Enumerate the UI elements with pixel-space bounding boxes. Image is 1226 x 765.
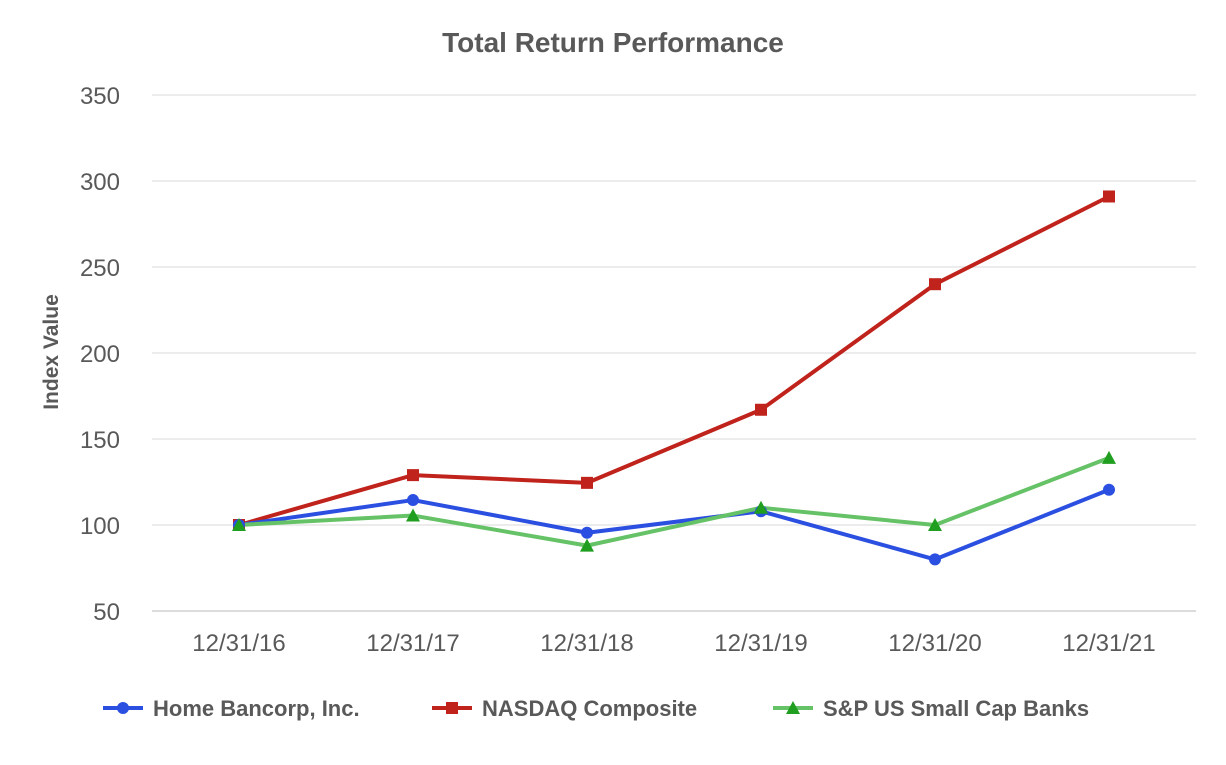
y-axis-ticks: 350 300 250 200 150 100 50: [80, 83, 120, 626]
data-point: [755, 403, 767, 416]
x-tick-label: 12/31/21: [1062, 630, 1155, 657]
series-line: [237, 455, 1111, 548]
x-axis-ticks: 12/31/16 12/31/17 12/31/18 12/31/19 12/31/20…: [192, 630, 1155, 657]
gridlines: [152, 94, 1196, 612]
x-tick-label: 12/31/17: [366, 630, 459, 657]
data-point: [1103, 483, 1115, 496]
series-line: [237, 487, 1111, 562]
x-tick-label: 12/31/19: [714, 630, 807, 657]
data-point: [1102, 450, 1116, 464]
y-tick-label: 150: [80, 427, 120, 454]
data-point: [406, 508, 420, 522]
series-markers: [232, 190, 1116, 566]
legend-marker: [117, 702, 129, 714]
legend-item: NASDAQ Composite: [432, 696, 697, 721]
legend-label: NASDAQ Composite: [482, 696, 697, 721]
data-point: [928, 518, 942, 531]
data-point: [407, 494, 419, 507]
legend-item: Home Bancorp, Inc.: [103, 696, 360, 721]
data-point: [929, 278, 941, 291]
series-line: [237, 194, 1111, 527]
data-point: [754, 500, 768, 514]
chart-title: Total Return Performance: [442, 27, 784, 58]
x-tick-label: 12/31/20: [888, 630, 981, 657]
legend-label: Home Bancorp, Inc.: [153, 696, 360, 721]
data-point: [929, 553, 941, 566]
legend-label: S&P US Small Cap Banks: [823, 696, 1089, 721]
data-point: [581, 476, 593, 489]
legend-item: S&P US Small Cap Banks: [773, 696, 1089, 721]
series-lines: [237, 194, 1111, 562]
data-point: [581, 526, 593, 539]
y-tick-label: 200: [80, 341, 120, 368]
data-point: [1103, 190, 1115, 203]
y-tick-label: 50: [93, 599, 120, 626]
legend-marker: [446, 702, 458, 714]
legend: Home Bancorp, Inc. NASDAQ Composite S&P US…: [103, 696, 1089, 721]
y-axis-title: Index Value: [40, 294, 63, 410]
legend-marker: [786, 701, 800, 714]
x-tick-label: 12/31/18: [540, 630, 633, 657]
y-tick-label: 100: [80, 513, 120, 540]
y-tick-label: 350: [80, 83, 120, 110]
data-point: [232, 518, 246, 531]
y-tick-label: 300: [80, 169, 120, 196]
x-tick-label: 12/31/16: [192, 630, 285, 657]
data-point: [407, 469, 419, 482]
data-point: [580, 538, 594, 552]
y-tick-label: 250: [80, 255, 120, 282]
